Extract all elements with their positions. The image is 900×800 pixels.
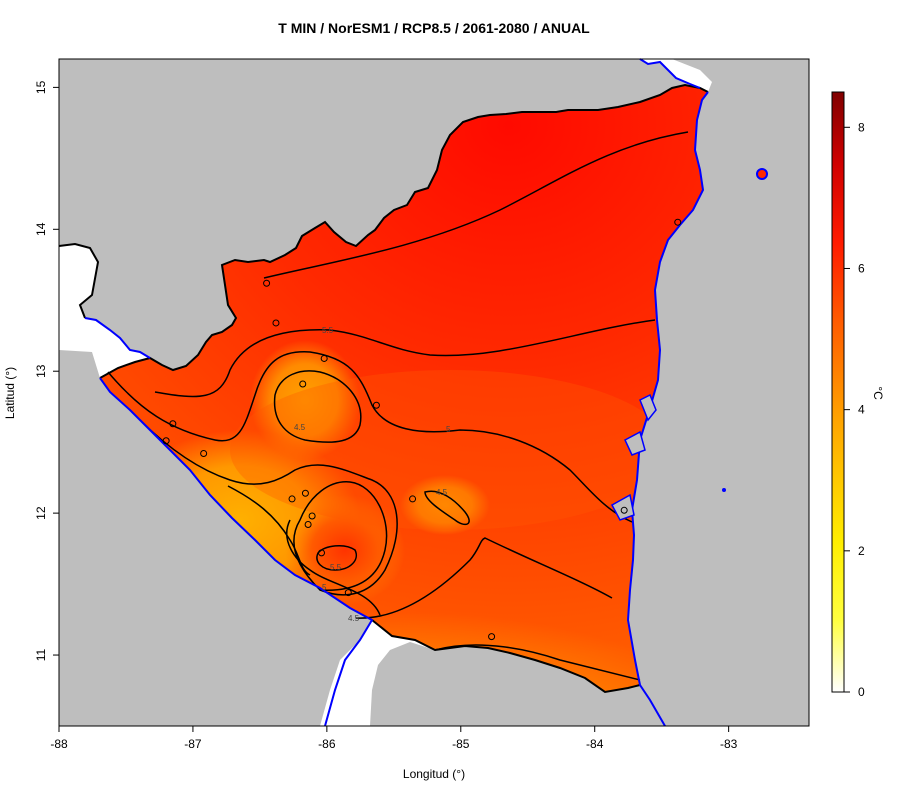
x-tick-label: -88 [50,737,68,751]
y-tick-label: 11 [34,648,48,661]
colorbar-unit: °C [871,386,885,400]
y-tick-label: 13 [34,364,48,378]
colorbar-tick-label: 2 [858,544,865,558]
station-marker [308,512,316,520]
station-marker [272,319,280,327]
contour-label: 5 [446,425,451,434]
station-marker [318,549,325,557]
x-tick-label: -83 [720,737,738,751]
x-axis: -88 -87 -86 -85 -84 -83 [50,726,738,751]
station-marker [301,489,309,497]
station-marker [299,380,307,388]
station-marker [409,495,417,503]
x-tick-label: -85 [452,737,470,751]
colorbar-tick-label: 8 [858,120,865,134]
contour-label: 5.5 [330,563,342,572]
southern-border [371,619,641,694]
contour-label: 4.5 [348,614,360,623]
station-markers [162,218,682,641]
colorbar-tick-label: 0 [858,685,865,699]
contour-label: 5.5 [322,326,334,335]
station-marker [263,279,271,287]
y-axis-label: Latitud (°) [3,366,17,420]
y-axis: 11 12 13 14 15 [34,80,59,661]
station-marker [288,495,296,503]
pacific-coastline [99,377,374,727]
station-marker [344,589,352,597]
gulf-of-fonseca [78,318,140,360]
colorbar-tick-label: 6 [858,261,865,275]
northern-border [99,83,709,379]
small-cay [722,488,726,492]
station-marker [320,354,328,362]
station-marker [620,506,628,514]
x-tick-label: -86 [318,737,336,751]
colorbar-tick-label: 4 [858,403,865,417]
station-marker [162,437,170,445]
station-marker [304,520,312,528]
contour-label: 4.5 [294,423,306,432]
y-tick-label: 14 [34,222,48,236]
fonseca-coastline [84,317,151,359]
station-marker [488,633,496,641]
colorbar-ticks: 8 6 4 2 0 [844,120,865,699]
x-tick-label: -87 [184,737,202,751]
station-marker [674,218,682,226]
pacific-area [59,350,372,726]
x-tick-label: -84 [586,737,604,751]
el-salvador-border [58,242,100,319]
y-tick-label: 12 [34,506,48,520]
costa-rica-land [370,642,665,726]
station-marker [169,420,177,428]
colorbar [831,91,845,693]
caribbean-area [628,59,809,726]
contour-label-group: 5.5 4.5 5 4.5 5.5 5 4.5 [294,326,451,623]
caribbean-coastline [626,91,709,727]
contour-lines [107,131,689,681]
honduras-land [59,59,690,370]
plot-frame [58,58,810,727]
station-marker [372,401,380,409]
land-layer [59,59,809,726]
coastal-lagoons [610,393,657,521]
y-tick-label: 15 [34,80,48,94]
corn-island [756,168,768,180]
contour-label: 4.5 [436,488,448,497]
contour-label: 5 [322,583,327,592]
honduras-coastline [639,58,701,89]
x-axis-label: Longitud (°) [402,767,466,781]
map-title: T MIN / NorESM1 / RCP8.5 / 2061-2080 / A… [278,20,590,36]
station-marker [200,450,208,458]
